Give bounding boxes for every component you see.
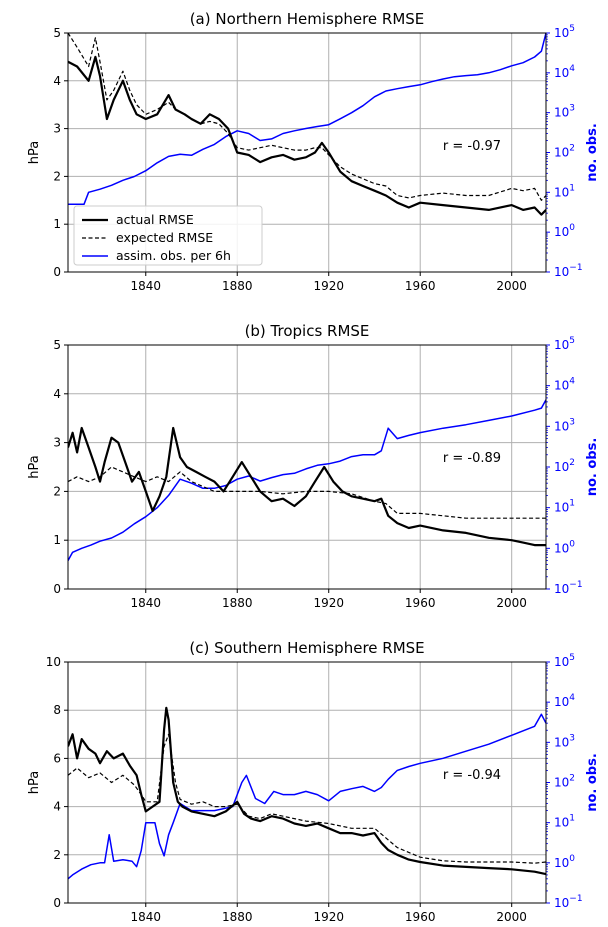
x-tick-label: 1840 — [130, 910, 161, 924]
plot-frame — [67, 344, 547, 590]
y2-tick-label: 100 — [554, 223, 575, 239]
y-tick-label: 0 — [53, 265, 61, 279]
correlation-annotation: r = -0.94 — [443, 768, 501, 783]
y2-tick-label: 101 — [554, 499, 575, 515]
x-tick-label: 2000 — [496, 279, 527, 293]
y-tick-label: 4 — [53, 387, 61, 401]
y2-tick-label: 105 — [554, 336, 575, 352]
panel-2: (b) Tropics RMSE 0 1 2 3 4 5 1840 1880 1920 1960 20… — [27, 322, 600, 610]
chart-title: (c) Southern Hemisphere RMSE — [189, 639, 424, 657]
series-line-actual-rmse — [68, 706, 546, 876]
x-tick-label: 1920 — [313, 910, 344, 924]
y2-tick-label: 103 — [554, 733, 575, 749]
y-axis-label: hPa — [27, 455, 42, 478]
legend: actual RMSE expected RMSE assim. obs. per … — [73, 205, 263, 266]
y-tick-label: 3 — [53, 122, 61, 136]
x-tick-label: 1960 — [405, 279, 436, 293]
y-tick-label: 0 — [53, 582, 61, 596]
y-axis-label: hPa — [27, 141, 42, 164]
series-line-expected-rmse — [68, 33, 546, 201]
legend-label: actual RMSE — [116, 212, 194, 227]
y2-tick-label: 102 — [554, 144, 575, 160]
plot-area — [68, 33, 546, 216]
y2-tick-label: 102 — [554, 774, 575, 790]
legend-label: expected RMSE — [116, 230, 213, 245]
series-line-actual-rmse — [68, 55, 546, 216]
y2-tick-label: 101 — [554, 183, 575, 199]
y2-tick-label: 10−1 — [554, 894, 583, 910]
correlation-annotation: r = -0.97 — [443, 139, 501, 154]
y-tick-label: 4 — [53, 74, 61, 88]
y-tick-label: 0 — [53, 896, 61, 910]
x-tick-label: 1960 — [405, 910, 436, 924]
chart-title: (b) Tropics RMSE — [245, 322, 370, 340]
y2-tick-label: 104 — [554, 377, 575, 393]
y2-axis-label: no. obs. — [585, 753, 600, 812]
series-line-expected-rmse — [68, 733, 546, 864]
y2-tick-label: 102 — [554, 458, 575, 474]
x-tick-label: 2000 — [496, 910, 527, 924]
y-axis-label: hPa — [27, 771, 42, 794]
y-tick-label: 5 — [53, 26, 61, 40]
x-tick-label: 1840 — [130, 279, 161, 293]
plot-frame — [67, 32, 547, 273]
plot-area — [68, 399, 546, 561]
plot-area — [68, 706, 546, 880]
y2-axis-label: no. obs. — [585, 438, 600, 497]
y-tick-label: 1 — [53, 533, 61, 547]
y-tick-label: 2 — [53, 848, 61, 862]
y2-tick-label: 10−1 — [554, 263, 583, 279]
x-tick-label: 1920 — [313, 596, 344, 610]
y-tick-label: 6 — [53, 751, 61, 765]
y2-tick-label: 105 — [554, 653, 575, 669]
panel-3: (c) Southern Hemisphere RMSE 0 2 4 6 8 10 1840 1… — [27, 639, 600, 924]
y-tick-label: 3 — [53, 436, 61, 450]
y2-axis-label: no. obs. — [585, 123, 600, 182]
x-tick-label: 1880 — [222, 279, 253, 293]
panel-1: (a) Northern Hemisphere RMSE 0 1 2 3 4 5 1840 18… — [27, 10, 600, 293]
series-line-assim-obs — [68, 399, 546, 561]
series-line-assim-obs — [68, 33, 546, 206]
y2-tick-label: 103 — [554, 104, 575, 120]
plot-frame — [67, 661, 547, 904]
y2-tick-label: 104 — [554, 64, 575, 80]
y-tick-label: 8 — [53, 703, 61, 717]
y-tick-label: 5 — [53, 338, 61, 352]
x-tick-label: 2000 — [496, 596, 527, 610]
series-line-expected-rmse — [68, 466, 546, 519]
y2-tick-label: 100 — [554, 854, 575, 870]
chart-title: (a) Northern Hemisphere RMSE — [190, 10, 425, 28]
x-tick-label: 1840 — [130, 596, 161, 610]
y2-tick-label: 103 — [554, 417, 575, 433]
y-tick-label: 2 — [53, 169, 61, 183]
y-tick-label: 2 — [53, 484, 61, 498]
legend-box — [73, 205, 263, 266]
y-tick-label: 1 — [53, 217, 61, 231]
y2-tick-label: 101 — [554, 814, 575, 830]
legend-label: assim. obs. per 6h — [116, 248, 231, 263]
x-tick-label: 1880 — [222, 596, 253, 610]
y-tick-label: 4 — [53, 800, 61, 814]
y2-tick-label: 100 — [554, 539, 575, 555]
y2-tick-label: 10−1 — [554, 580, 583, 596]
x-tick-label: 1880 — [222, 910, 253, 924]
series-line-assim-obs — [68, 713, 546, 880]
x-tick-label: 1960 — [405, 596, 436, 610]
y-tick-label: 10 — [46, 655, 61, 669]
correlation-annotation: r = -0.89 — [443, 451, 501, 466]
y2-tick-label: 104 — [554, 693, 575, 709]
x-tick-label: 1920 — [313, 279, 344, 293]
series-line-actual-rmse — [68, 426, 546, 547]
y2-tick-label: 105 — [554, 24, 575, 40]
